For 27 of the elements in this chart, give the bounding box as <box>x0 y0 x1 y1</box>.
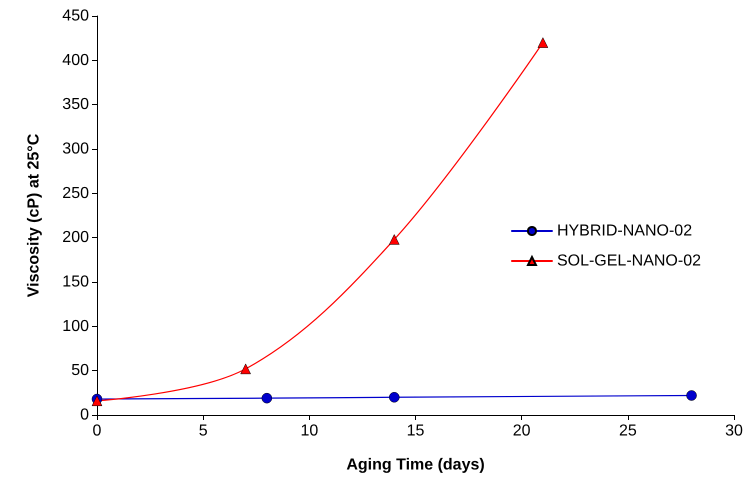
x-tick-label: 10 <box>300 422 318 440</box>
y-tick-label: 0 <box>80 406 90 424</box>
y-tick-label: 50 <box>71 362 90 380</box>
point <box>538 37 548 48</box>
y-tick-label: 250 <box>62 184 90 202</box>
y-axis-title: Viscosity (cP) at 25°C <box>26 133 42 298</box>
y-tick-label: 200 <box>62 229 90 246</box>
x-tick-label: 20 <box>512 422 531 440</box>
legend-label: HYBRID-NANO-02 <box>556 222 692 240</box>
x-tick-label: 15 <box>406 422 424 440</box>
point <box>240 364 251 374</box>
x-tick-label: 25 <box>618 422 637 440</box>
y-tick-label: 400 <box>62 52 90 69</box>
y-tick-label: 350 <box>62 96 90 114</box>
point <box>686 390 697 401</box>
x-axis-title: Aging Time (days) <box>346 456 485 474</box>
x-tick-label: 0 <box>92 422 102 440</box>
y-tick-label: 150 <box>62 274 90 290</box>
y-tick-label: 450 <box>62 8 90 24</box>
x-tick-label: 30 <box>725 422 743 440</box>
point <box>262 392 272 404</box>
x-tick-label: 5 <box>198 422 208 440</box>
legend-label: SOL-GEL-NANO-02 <box>556 252 702 270</box>
y-tick-label: 300 <box>62 140 90 158</box>
y-tick-label: 100 <box>62 318 90 335</box>
point <box>389 392 400 403</box>
point <box>389 234 400 245</box>
